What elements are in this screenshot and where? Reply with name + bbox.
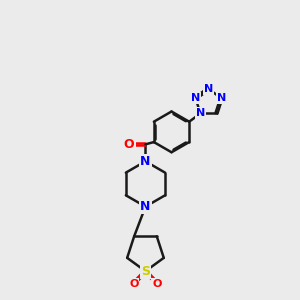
Text: N: N [217,93,226,103]
Text: N: N [196,108,205,118]
Text: O: O [124,138,134,151]
Text: N: N [191,93,200,103]
Text: S: S [141,265,150,278]
Text: O: O [153,279,162,289]
Text: N: N [140,155,151,168]
Text: N: N [140,200,151,213]
Text: O: O [129,279,138,289]
Text: N: N [204,84,213,94]
